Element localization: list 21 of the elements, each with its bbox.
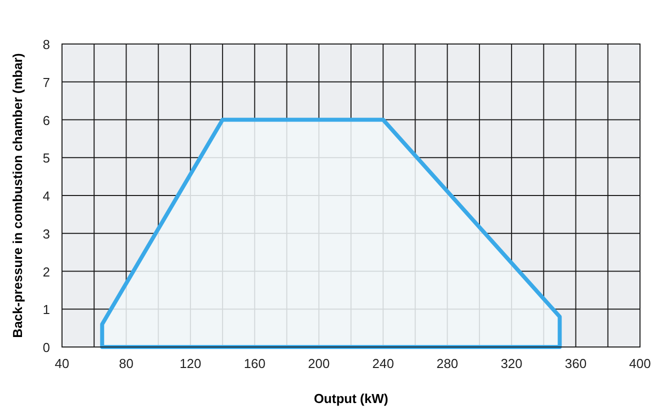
x-tick-label: 160 <box>244 356 266 371</box>
x-tick-label: 280 <box>436 356 458 371</box>
x-tick-label: 360 <box>564 356 587 371</box>
y-tick-label: 2 <box>42 264 50 280</box>
y-tick-label: 5 <box>42 150 50 166</box>
y-tick-label: 1 <box>42 302 50 318</box>
x-tick-label: 400 <box>629 356 651 371</box>
x-tick-label: 240 <box>372 356 394 371</box>
y-tick-label: 6 <box>42 112 50 128</box>
y-tick-label: 0 <box>42 340 50 355</box>
x-tick-label: 200 <box>308 356 330 371</box>
x-tick-label: 120 <box>180 356 202 371</box>
y-tick-label: 7 <box>42 74 50 90</box>
x-tick-label: 80 <box>118 356 134 371</box>
y-tick-label: 3 <box>42 226 50 242</box>
x-tick-label: 40 <box>54 356 70 371</box>
y-axis-title: Back-pressure in combustion chamber (mbar) <box>10 53 25 338</box>
x-tick-label: 320 <box>500 356 522 371</box>
x-axis-title: Output (kW) <box>314 391 388 406</box>
y-tick-label: 8 <box>42 37 50 52</box>
y-tick-label: 4 <box>42 188 50 204</box>
